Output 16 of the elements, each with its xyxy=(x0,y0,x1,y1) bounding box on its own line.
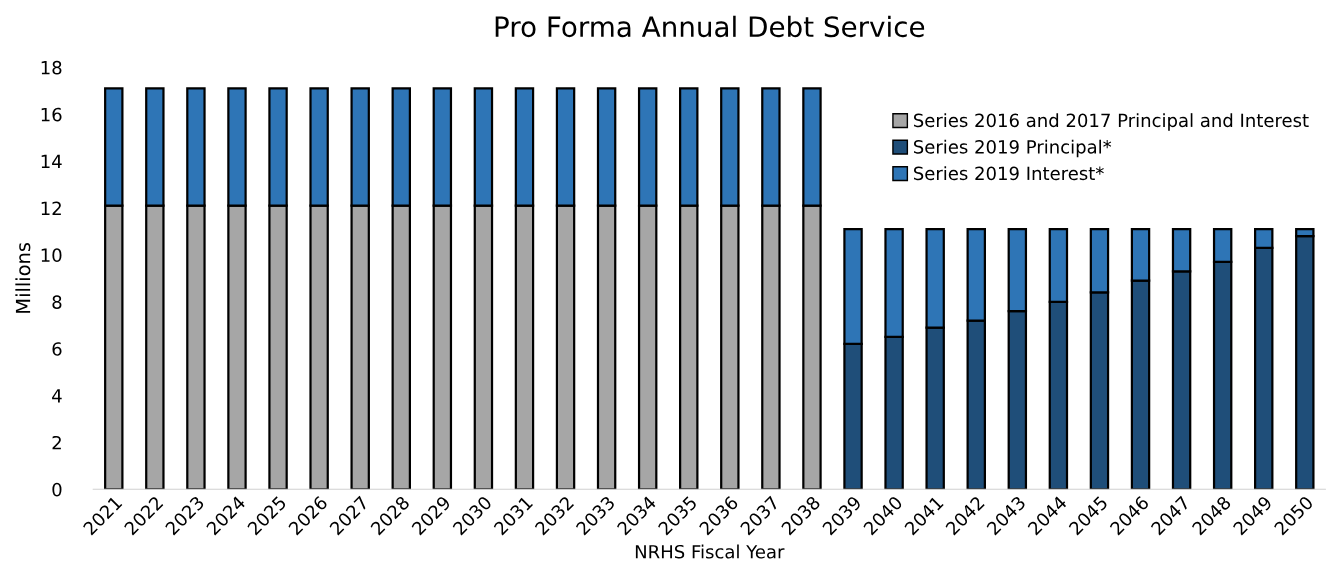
legend-label: Series 2016 and 2017 Principal and Interest xyxy=(913,113,1309,131)
y-tick-label: 16 xyxy=(41,107,62,122)
chart-title: Pro Forma Annual Debt Service xyxy=(495,15,925,38)
legend-label: Series 2019 Principal* xyxy=(913,139,1112,158)
x-axis-title: NRHS Fiscal Year xyxy=(635,544,785,559)
y-tick-label: 6 xyxy=(52,342,62,356)
y-tick-label: 18 xyxy=(41,60,62,75)
y-tick-label: 4 xyxy=(52,389,62,403)
y-tick-label: 14 xyxy=(41,154,62,169)
y-axis-title: Millions xyxy=(15,242,31,313)
legend-label: Series 2019 Interest* xyxy=(913,166,1104,181)
y-tick-label: 8 xyxy=(52,295,62,309)
y-tick-label: 12 xyxy=(41,201,61,215)
y-tick-label: 2 xyxy=(52,435,61,450)
y-tick-label: 10 xyxy=(41,248,62,263)
y-tick-label: 0 xyxy=(52,482,62,497)
